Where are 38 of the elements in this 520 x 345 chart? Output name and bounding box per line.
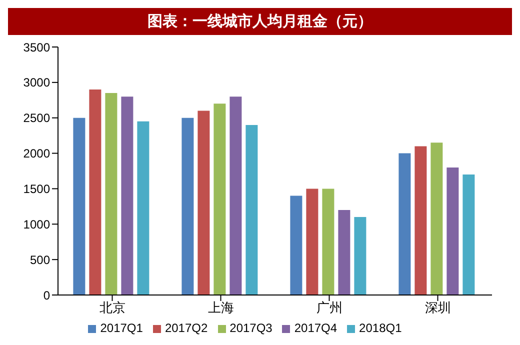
bar — [462, 174, 475, 295]
bar — [73, 118, 86, 295]
bar — [338, 210, 350, 295]
bar — [89, 90, 102, 295]
legend-label: 2017Q2 — [164, 321, 208, 335]
bar — [105, 93, 118, 295]
legend-label: 2018Q1 — [359, 321, 402, 335]
legend-label: 2017Q1 — [100, 321, 143, 335]
x-tick-label: 广州 — [316, 301, 342, 316]
y-tick-label: 1000 — [23, 217, 50, 232]
x-tick-label: 上海 — [208, 301, 234, 316]
y-tick-label: 1500 — [23, 182, 50, 196]
bar — [182, 118, 194, 295]
chart-title: 图表：一线城市人均月租金（元） — [8, 8, 512, 35]
x-tick-label: 深圳 — [424, 301, 451, 316]
bar — [230, 96, 242, 295]
legend-label: 2017Q3 — [230, 321, 272, 335]
y-tick-label: 2500 — [23, 111, 50, 126]
bar — [430, 142, 443, 295]
y-tick-label: 0 — [43, 288, 50, 302]
y-tick-label: 3500 — [23, 40, 50, 54]
bar — [214, 104, 226, 295]
y-tick-label: 3000 — [23, 76, 50, 90]
legend-label: 2017Q4 — [294, 321, 338, 335]
y-tick-label: 2000 — [23, 146, 50, 161]
bar — [198, 110, 210, 295]
y-tick-label: 500 — [30, 252, 50, 267]
bar — [121, 96, 134, 295]
bar — [322, 188, 334, 295]
bar — [246, 124, 258, 295]
bar — [290, 196, 302, 295]
bar — [137, 121, 150, 295]
bar — [446, 167, 459, 295]
bar — [398, 153, 411, 295]
bar — [414, 146, 427, 295]
bar — [306, 188, 318, 295]
bar — [354, 217, 366, 295]
x-tick-label: 北京 — [99, 301, 126, 316]
